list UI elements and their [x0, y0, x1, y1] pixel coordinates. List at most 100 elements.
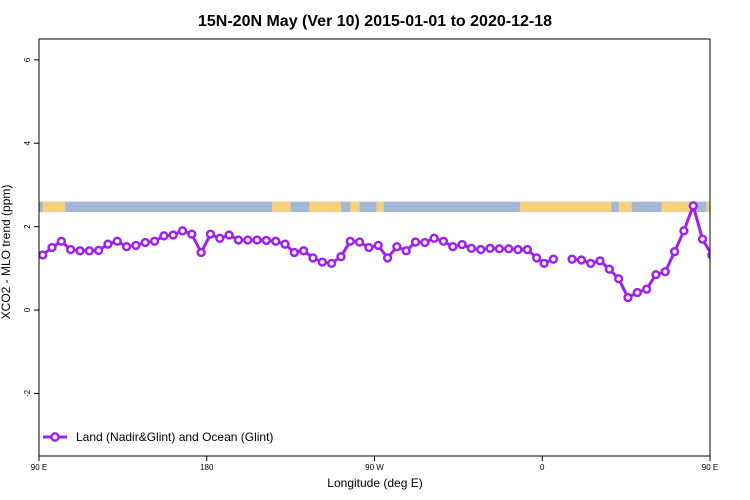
land-patch: [309, 201, 341, 213]
plot-frame: [38, 38, 711, 457]
data-point: [641, 284, 652, 294]
y-tick-label: 6: [23, 57, 32, 62]
data-point: [651, 269, 661, 280]
data-point: [93, 245, 104, 256]
x-tick-label: 90 E: [31, 463, 47, 472]
data-point: [84, 246, 94, 256]
land-patch: [350, 201, 360, 213]
data-point: [466, 243, 477, 253]
data-point: [261, 235, 272, 246]
legend: Land (Nadir&Glint) and Ocean (Glint): [43, 430, 273, 444]
data-point: [604, 264, 614, 274]
data-point: [438, 236, 449, 246]
data-point: [187, 229, 197, 239]
series-line: [41, 204, 710, 299]
data-point: [326, 258, 337, 268]
data-point: [595, 256, 605, 266]
ocean-band: [39, 201, 710, 213]
data-point: [131, 240, 141, 251]
data-point: [382, 253, 393, 263]
data-point: [205, 229, 216, 239]
data-point: [623, 292, 633, 303]
data-point: [233, 235, 244, 245]
data-point: [392, 242, 402, 252]
land-patch: [271, 201, 291, 213]
data-point: [280, 239, 290, 249]
x-tick-label: 180: [200, 463, 214, 472]
data-point: [707, 250, 710, 260]
data-point: [112, 236, 122, 246]
data-point: [364, 242, 374, 253]
data-point: [567, 254, 577, 264]
land-patch: [519, 201, 612, 213]
land-patch: [661, 201, 692, 213]
data-point: [548, 254, 559, 264]
land-patch: [59, 201, 66, 213]
y-tick-label: 0: [23, 307, 32, 312]
data-point: [522, 244, 532, 255]
data-point: [121, 242, 132, 252]
data-point: [660, 267, 670, 277]
data-point: [401, 246, 411, 256]
data-point: [539, 258, 549, 268]
land-patch: [618, 201, 632, 213]
data-point: [513, 244, 523, 255]
x-axis-label: Longitude (deg E): [327, 476, 422, 490]
y-tick-label: 4: [23, 140, 32, 145]
data-point: [336, 252, 346, 262]
y-axis: 6 4 2 0 -2: [23, 57, 39, 397]
data-point: [746, 247, 750, 254]
data-point: [271, 236, 281, 246]
x-tick-label: 90 E: [702, 463, 718, 472]
data-point: [196, 247, 206, 258]
data-point: [420, 237, 430, 248]
data-point: [308, 253, 318, 263]
data-point: [494, 244, 505, 254]
data-point: [727, 238, 734, 245]
data-point: [103, 239, 113, 249]
data-point: [476, 244, 486, 255]
data-point: [688, 201, 698, 211]
land-patch: [706, 201, 710, 213]
data-point: [47, 242, 57, 253]
data-point: [177, 226, 188, 236]
data-point: [410, 237, 421, 247]
data-point: [75, 246, 85, 256]
data-point: [345, 236, 355, 246]
data-point: [243, 235, 253, 245]
data-point: [586, 258, 596, 268]
data-point: [215, 233, 225, 243]
data-point: [669, 247, 680, 257]
data-point: [299, 246, 309, 256]
data-point: [429, 233, 439, 243]
data-point: [736, 246, 743, 253]
data-point: [457, 239, 467, 250]
data-point: [159, 231, 169, 241]
data-point: [448, 242, 458, 252]
data-point: [504, 244, 514, 254]
data-point: [66, 244, 76, 255]
data-point: [679, 226, 689, 236]
x-tick-label: 0: [540, 463, 545, 472]
map-strip: [39, 201, 740, 213]
data-point: [485, 243, 495, 253]
y-tick-label: 2: [23, 224, 32, 229]
series-layer: [39, 201, 750, 303]
land-patch: [725, 202, 740, 212]
data-point: [252, 235, 262, 245]
land-patch: [42, 201, 60, 213]
data-point: [632, 287, 642, 298]
data-point: [56, 236, 67, 246]
chart-title: 15N-20N May (Ver 10) 2015-01-01 to 2020-…: [198, 13, 552, 30]
data-point: [224, 230, 234, 240]
data-point: [576, 255, 587, 265]
legend-marker: [50, 432, 60, 442]
land-patch: [376, 201, 384, 213]
data-point: [614, 274, 624, 284]
data-point: [718, 243, 725, 250]
data-point: [354, 237, 365, 247]
data-point: [289, 247, 300, 258]
data-point: [168, 230, 178, 240]
data-point: [697, 234, 708, 244]
